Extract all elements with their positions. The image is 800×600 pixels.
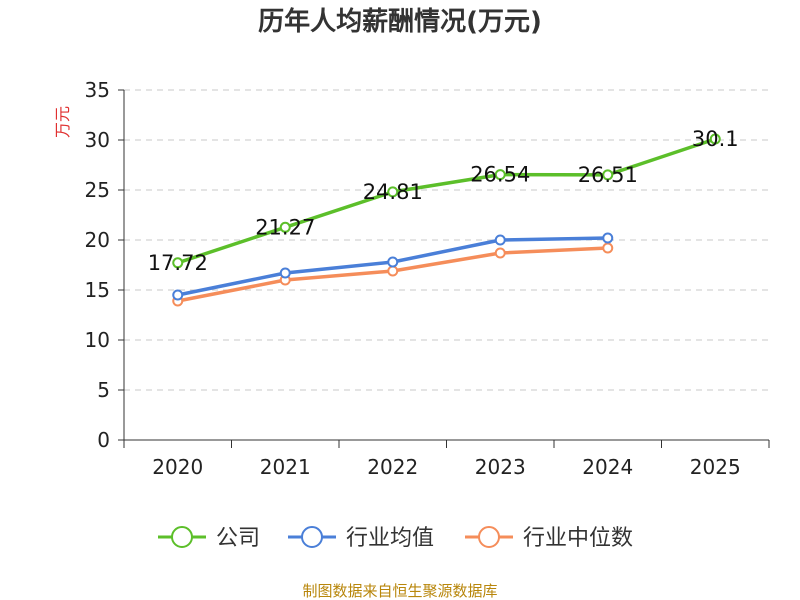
x-tick-label: 2021 [260,455,311,479]
y-tick-label: 30 [85,128,110,152]
data-label: 21.27 [255,215,315,239]
y-tick-label: 0 [97,428,110,452]
data-point[interactable] [172,289,184,301]
data-point[interactable] [602,242,614,254]
data-point[interactable] [494,247,506,259]
data-point[interactable] [387,265,399,277]
data-label: 17.72 [148,251,208,275]
y-tick-label: 10 [85,328,110,352]
data-point[interactable] [494,234,506,246]
y-axis-label: 万元 [53,106,72,138]
data-point[interactable] [602,169,614,181]
data-point[interactable] [709,133,721,145]
data-point[interactable] [387,186,399,198]
data-point[interactable] [279,221,291,233]
legend-item-3[interactable]: 行业中位数 [465,526,633,551]
y-tick-label: 20 [85,228,110,252]
data-point[interactable] [387,256,399,268]
series-line-1 [176,137,717,265]
legend-label: 行业中位数 [523,526,633,551]
legend-marker [478,526,500,548]
x-tick-label: 2022 [367,455,418,479]
data-label: 26.51 [578,163,638,187]
legend-label: 行业均值 [346,526,434,551]
legend-marker [171,526,193,548]
legend[interactable]: 公司 行业均值 行业中位数 [158,526,633,551]
legend-item-1[interactable]: 公司 [158,526,260,551]
x-tick-label: 2024 [582,455,633,479]
grid-lines [124,89,769,391]
data-source-footer: 制图数据来自恒生聚源数据库 [302,582,497,600]
data-label: 26.54 [470,163,530,187]
legend-marker [301,526,323,548]
y-tick-label: 25 [85,178,110,202]
data-point[interactable] [172,257,184,269]
y-tick-label: 35 [85,78,110,102]
legend-item-2[interactable]: 行业均值 [288,526,434,551]
x-tick-label: 2025 [690,455,741,479]
legend-label: 公司 [216,526,260,551]
data-labels: 17.72 21.27 24.81 26.54 26.51 30.1 [148,127,739,275]
x-tick-label: 2023 [475,455,526,479]
y-tick-label: 15 [85,278,110,302]
data-label: 24.81 [363,180,423,204]
y-tick-label: 5 [97,378,110,402]
series-group [172,133,721,307]
data-label: 30.1 [692,127,739,151]
x-tick-label: 2020 [152,455,203,479]
chart-title: 历年人均薪酬情况(万元) [258,6,542,37]
data-point[interactable] [279,267,291,279]
data-point[interactable] [494,169,506,181]
data-point[interactable] [602,232,614,244]
